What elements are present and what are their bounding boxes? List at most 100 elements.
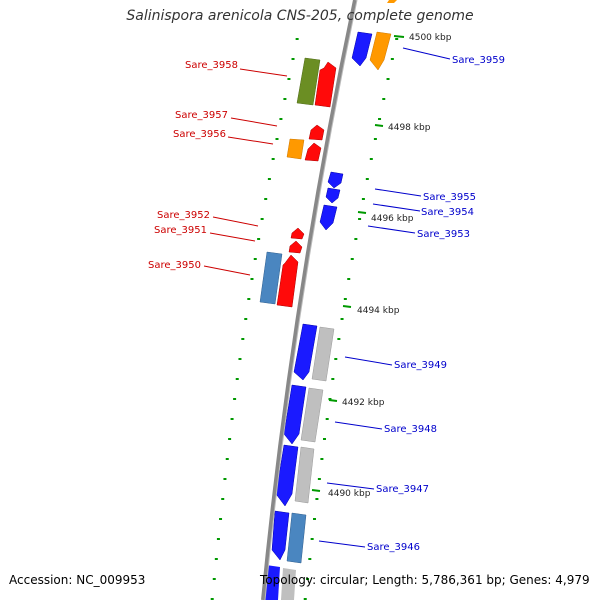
guide-dot bbox=[283, 98, 287, 100]
forward-cds-arrow bbox=[271, 510, 290, 561]
scale-tick-label: 4494 kbp bbox=[357, 306, 400, 316]
gray-feature-block bbox=[294, 446, 315, 504]
scale-tick bbox=[328, 399, 338, 402]
gene-label[interactable]: Sare_3947 bbox=[376, 484, 429, 495]
guide-dot bbox=[275, 138, 279, 140]
orange-feature-arrow bbox=[369, 31, 392, 71]
forward-cds-arrow bbox=[319, 204, 338, 231]
gene-leader-line bbox=[374, 188, 422, 197]
guide-dot bbox=[260, 218, 264, 220]
reverse-cds-arrow bbox=[314, 61, 337, 108]
guide-dot bbox=[317, 478, 321, 480]
guide-dot bbox=[238, 358, 242, 360]
guide-dot bbox=[373, 138, 377, 140]
scale-tick bbox=[342, 305, 352, 308]
reverse-cds-arrow bbox=[288, 240, 303, 254]
guide-dot bbox=[212, 578, 216, 580]
guide-dot bbox=[223, 478, 227, 480]
gene-label[interactable]: Sare_3949 bbox=[394, 360, 447, 371]
gene-leader-line bbox=[372, 203, 421, 212]
guide-dot bbox=[365, 178, 369, 180]
gene-label[interactable]: Sare_3955 bbox=[423, 192, 476, 203]
gene-label[interactable]: Sare_3959 bbox=[452, 55, 505, 66]
guide-dot bbox=[347, 278, 351, 280]
gene-label[interactable]: Sare_3950 bbox=[148, 260, 201, 271]
gene-label[interactable]: Sare_3956 bbox=[173, 129, 226, 140]
guide-dot bbox=[228, 438, 232, 440]
guide-dot bbox=[334, 358, 338, 360]
guide-dot bbox=[221, 498, 225, 500]
guide-dot bbox=[295, 38, 299, 40]
guide-dot bbox=[308, 558, 312, 560]
guide-dot bbox=[337, 338, 341, 340]
guide-dot bbox=[395, 38, 399, 40]
guide-dot bbox=[264, 198, 268, 200]
gene-label[interactable]: Sare_3951 bbox=[154, 225, 207, 236]
guide-dot bbox=[386, 78, 390, 80]
gene-leader-line bbox=[367, 225, 416, 234]
gene-label[interactable]: Sare_3958 bbox=[185, 60, 238, 71]
gene-label[interactable]: Sare_3953 bbox=[417, 229, 470, 240]
forward-cds-arrow bbox=[327, 171, 344, 189]
guide-dot bbox=[328, 398, 332, 400]
reverse-cds-arrow bbox=[290, 227, 305, 240]
reverse-cds-arrow bbox=[304, 142, 322, 162]
guide-dot bbox=[225, 458, 229, 460]
scale-ticks: 4500 kbp 4498 kbp 4496 kbp 4494 kbp 4492 kbp… bbox=[311, 33, 452, 499]
guide-dot bbox=[369, 158, 373, 160]
guide-dot bbox=[267, 178, 271, 180]
gene-label[interactable]: Sare_3954 bbox=[421, 207, 474, 218]
gene-label[interactable]: Sare_3948 bbox=[384, 424, 437, 435]
guide-dot bbox=[235, 378, 239, 380]
gene-label[interactable]: Sare_3946 bbox=[367, 542, 420, 553]
orange-feature-fragment bbox=[387, 0, 397, 3]
gene-leader-line bbox=[230, 117, 278, 127]
scale-tick-label: 4492 kbp bbox=[342, 398, 385, 408]
steel-feature-block bbox=[259, 251, 283, 305]
guide-dot bbox=[354, 238, 358, 240]
guide-dot bbox=[210, 598, 214, 600]
scale-tick-label: 4490 kbp bbox=[328, 489, 371, 499]
forward-cds-arrow bbox=[351, 31, 373, 67]
guide-dot bbox=[247, 298, 251, 300]
gray-feature-block bbox=[300, 387, 324, 443]
genome-title: Salinispora arenicola CNS-205, complete … bbox=[126, 8, 474, 24]
gene-leader-line bbox=[326, 482, 375, 490]
guide-dot bbox=[291, 58, 295, 60]
gene-leader-line bbox=[318, 540, 366, 548]
scale-tick bbox=[393, 35, 405, 38]
guide-dot bbox=[257, 238, 261, 240]
gene-leader-line bbox=[402, 47, 451, 60]
guide-dot bbox=[390, 58, 394, 60]
gene-leader-line bbox=[227, 136, 274, 145]
scale-tick-label: 4496 kbp bbox=[371, 214, 414, 224]
guide-dot bbox=[287, 78, 291, 80]
scale-tick bbox=[311, 489, 321, 492]
topology-summary: Topology: circular; Length: 5,786,361 bp… bbox=[260, 573, 590, 587]
gene-leader-line bbox=[203, 265, 251, 276]
backbone-ring bbox=[261, 0, 357, 601]
guide-dot bbox=[382, 98, 386, 100]
guide-dot bbox=[358, 218, 362, 220]
guide-dot bbox=[271, 158, 275, 160]
backbone-highlight bbox=[264, 0, 358, 601]
guide-dot bbox=[343, 298, 347, 300]
gene-leader-line bbox=[212, 216, 259, 227]
gene-label[interactable]: Sare_3952 bbox=[157, 210, 210, 221]
guide-dot bbox=[279, 118, 283, 120]
guide-dot bbox=[216, 538, 220, 540]
guide-dot bbox=[361, 198, 365, 200]
guide-dot bbox=[303, 598, 307, 600]
guide-dot bbox=[253, 258, 257, 260]
forward-cds-arrow bbox=[293, 323, 318, 381]
gene-leader-line bbox=[344, 356, 393, 366]
gene-label[interactable]: Sare_3957 bbox=[175, 110, 228, 121]
gene-labels: Sare_3959 Sare_3958 Sare_3957 Sare_3956 Sare… bbox=[148, 47, 505, 553]
guide-dot bbox=[315, 498, 319, 500]
reverse-cds-arrow bbox=[308, 124, 325, 141]
scale-tick bbox=[357, 211, 367, 214]
forward-cds-arrow bbox=[325, 187, 341, 204]
guide-dot bbox=[250, 278, 254, 280]
